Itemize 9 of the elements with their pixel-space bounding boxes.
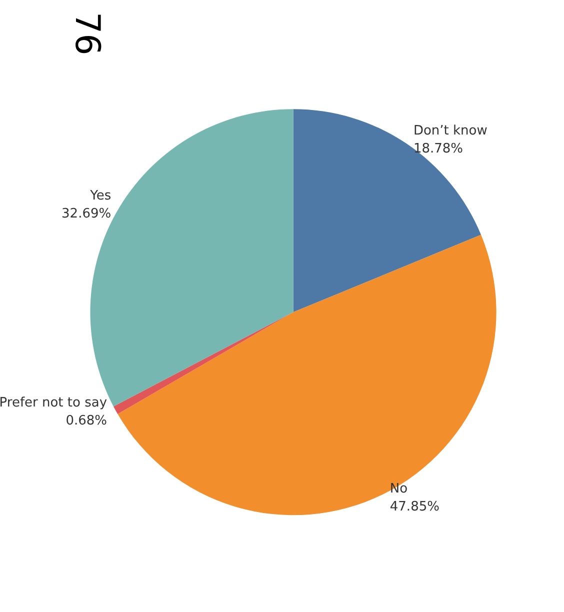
slice-label: Don’t know	[413, 124, 488, 139]
text: 76	[67, 12, 107, 56]
data-label: 32.69%	[62, 206, 112, 222]
data-label: 47.85%	[390, 499, 440, 514]
data-label: 0.68%	[66, 414, 108, 429]
slice-label: No	[390, 481, 408, 496]
slice-label: Prefer not to say	[0, 396, 108, 411]
slice-label: Yes	[89, 188, 112, 204]
data-label: 18.78%	[413, 142, 464, 157]
